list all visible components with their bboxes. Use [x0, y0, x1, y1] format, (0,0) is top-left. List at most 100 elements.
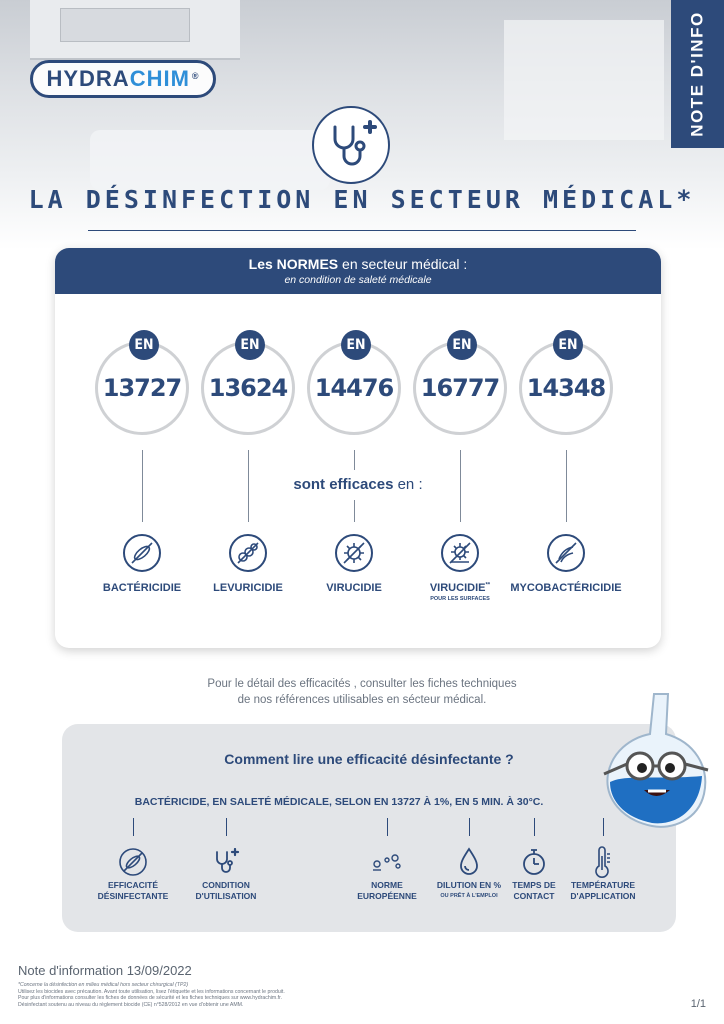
mycobacteria-icon [547, 534, 585, 572]
legend-norm: NORME EUROPÉENNE [332, 880, 442, 902]
how-to-read-example: BACTÉRICIDE, EN SALETÉ MÉDICALE, SELON E… [134, 796, 544, 808]
example-tick [534, 818, 535, 836]
page-title: LA DÉSINFECTION EN SECTEUR MÉDICAL* [28, 185, 696, 214]
european-norm-icon [371, 846, 403, 878]
example-tick [226, 818, 227, 836]
efficacy-sub-surfaces: POUR LES SURFACES [430, 596, 490, 602]
norm-badge: EN [129, 330, 159, 360]
norm-badge: EN [447, 330, 477, 360]
example-tick [387, 818, 388, 836]
logo-reg-mark: ® [191, 71, 200, 81]
efficacy-label-text: LEVURICIDIE [213, 582, 283, 594]
norm-number: 13624 [208, 374, 289, 402]
legend-temperature: TEMPÉRATURE D'APPLICATION [548, 880, 658, 902]
efficacy-label-levuricidie: LEVURICIDIE [188, 582, 308, 594]
norm-badge: EN [235, 330, 265, 360]
legend-condition: CONDITION D'UTILISATION [171, 880, 281, 902]
norm-number: 13727 [102, 374, 183, 402]
norm-number: 14348 [526, 374, 607, 402]
norm-circle: EN 13727 [95, 330, 189, 435]
bacteria-icon [123, 534, 161, 572]
connector-line [354, 500, 355, 522]
legend-efficacy: EFFICACITÉ DÉSINFECTANTE [78, 880, 188, 902]
footer-note-title: Note d'information 13/09/2022 [18, 963, 192, 978]
example-tick [133, 818, 134, 836]
efficacy-label-sup: ** [485, 582, 491, 589]
legend-line-1: NORME [371, 880, 403, 890]
logo-text-part2: CHIM [129, 66, 190, 91]
legend-line-1: EFFICACITÉ [107, 880, 159, 890]
efficacy-label-bactericidie: BACTÉRICIDIE [82, 582, 202, 594]
legend-dilution: DILUTION EN % OU PRÊT À L'EMPLOI [414, 880, 524, 902]
norms-card-header: Les NORMES en secteur médical : en condi… [55, 248, 661, 294]
logo-text-part1: HYDRA [46, 66, 130, 91]
norms-card-subtitle: en condition de saleté médicale [284, 274, 432, 286]
how-to-read-title: Comment lire une efficacité désinfectant… [224, 751, 514, 767]
efficacy-caption-rest: en : [393, 476, 423, 493]
hydrachim-logo: HYDRA CHIM ® [30, 60, 216, 98]
legend-sub: OU PRÊT À L'EMPLOI [440, 893, 498, 899]
connector-line [142, 450, 143, 522]
detail-note: Pour le détail des efficacités , consult… [0, 676, 724, 708]
efficacy-label-virucidie: VIRUCIDIE [294, 582, 414, 594]
dilution-drop-icon [453, 846, 485, 878]
norm-number: 14476 [314, 374, 395, 402]
efficacy-label-text: BACTÉRICIDIE [102, 582, 182, 594]
how-to-read-box: Comment lire une efficacité désinfectant… [62, 724, 676, 932]
footer-legal-notes: *Concerne la désinfection en milieu médi… [18, 982, 458, 1008]
connector-line [566, 450, 567, 522]
efficacy-caption-bold: sont efficaces [293, 476, 394, 493]
stethoscope-icon [312, 106, 390, 184]
example-tick [603, 818, 604, 836]
connector-line [248, 450, 249, 522]
footer-note-line: Utilisez les biocides avec précaution. A… [18, 988, 285, 995]
contact-time-stopwatch-icon [518, 846, 550, 878]
legend-line-2: D'APPLICATION [570, 891, 636, 901]
disinfectant-efficacy-icon [117, 846, 149, 878]
example-tick [469, 818, 470, 836]
legend-line-1: DILUTION EN % [436, 880, 502, 890]
footer-note-line: Désinfectant soutenu au niveau du règlem… [18, 1001, 244, 1008]
norm-circle: EN 13624 [201, 330, 295, 435]
norm-circle: EN 14476 [307, 330, 401, 435]
detail-line-1: Pour le détail des efficacités , consult… [207, 678, 517, 690]
norms-title-bold: Les NORMES [248, 256, 339, 272]
hero-wall-panel [60, 8, 190, 42]
note-info-tab: NOTE D'INFO [671, 0, 724, 148]
norms-card: Les NORMES en secteur médical : en condi… [55, 248, 661, 648]
legend-line-1: TEMPÉRATURE [570, 880, 636, 890]
note-info-label: NOTE D'INFO [687, 11, 707, 137]
hero-bed [90, 130, 330, 190]
efficacy-label-text: MYCOBACTÉRICIDIE [510, 582, 622, 594]
virus-surface-icon [441, 534, 479, 572]
connector-line [460, 450, 461, 522]
hero-background [0, 0, 724, 250]
norms-title-rest: en secteur médical : [338, 256, 468, 272]
legend-line-1: CONDITION [202, 880, 250, 890]
efficacy-label-virucidie-surfaces: VIRUCIDIE** [400, 582, 520, 594]
page-number: 1/1 [690, 998, 706, 1010]
norm-badge: EN [553, 330, 583, 360]
thermometer-icon [587, 846, 619, 878]
efficacy-caption: sont efficaces en : [55, 476, 661, 493]
title-divider [88, 230, 636, 231]
norms-card-title: Les NORMES en secteur médical : [55, 256, 661, 272]
legend-line-2: EUROPÉENNE [357, 891, 417, 901]
legend-line-2: D'UTILISATION [195, 891, 257, 901]
yeast-icon [229, 534, 267, 572]
footer-note-line: Pour plus d'informations consulter les f… [18, 995, 282, 1001]
virus-icon [335, 534, 373, 572]
stethoscope-small-icon [210, 846, 242, 878]
legend-line-2: CONTACT [513, 891, 555, 901]
footer-note-line: *Concerne la désinfection en milieu médi… [18, 982, 189, 988]
efficacy-label-text: VIRUCIDIE [429, 582, 486, 594]
flask-mascot-illustration [596, 690, 720, 830]
legend-line-2: DÉSINFECTANTE [97, 891, 169, 901]
norm-number: 16777 [420, 374, 501, 402]
efficacy-label-text: VIRUCIDIE [326, 582, 382, 594]
legend-line-1: TEMPS DE [512, 880, 556, 890]
norm-circle: EN 16777 [413, 330, 507, 435]
norm-badge: EN [341, 330, 371, 360]
efficacy-label-mycobactericidie: MYCOBACTÉRICIDIE [506, 582, 626, 594]
hero-window [504, 20, 664, 140]
